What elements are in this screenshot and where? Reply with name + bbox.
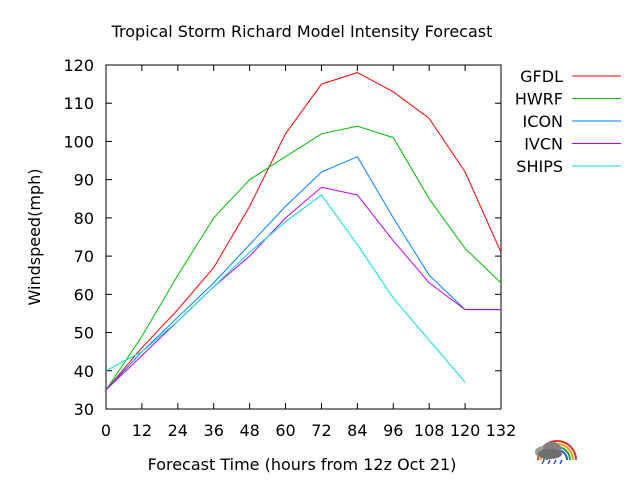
y-tick-label: 40: [74, 362, 94, 381]
y-tick-label: 110: [63, 94, 94, 113]
y-tick-label: 50: [74, 324, 94, 343]
series-line-icon: [105, 156, 501, 391]
x-tick-label: 36: [204, 421, 224, 440]
x-tick-label: 60: [275, 421, 295, 440]
chart-title: Tropical Storm Richard Model Intensity F…: [111, 22, 493, 41]
x-tick-label: 0: [101, 421, 111, 440]
legend-label-hwrf: HWRF: [515, 90, 563, 109]
legend: GFDL HWRF ICON IVCN SHIPS: [515, 67, 621, 176]
x-axis-label: Forecast Time (hours from 12z Oct 21): [148, 455, 457, 474]
x-tick-label: 12: [132, 421, 152, 440]
y-tick-label: 60: [74, 285, 94, 304]
y-axis-label: Windspeed(mph): [25, 169, 44, 306]
x-tick-label: 48: [239, 421, 259, 440]
y-tick-label: 30: [74, 400, 94, 419]
y-tick-label: 80: [74, 209, 94, 228]
x-tick-label: 72: [311, 421, 331, 440]
y-tick-label: 120: [63, 56, 94, 75]
series-line-hwrf: [105, 125, 502, 391]
x-tick-label: 24: [168, 421, 188, 440]
legend-label-ivcn: IVCN: [524, 135, 563, 154]
x-tick-label: 84: [347, 421, 367, 440]
weather-logo-icon: [535, 440, 577, 465]
y-tick-label: 100: [63, 132, 94, 151]
x-tick-label: 120: [450, 421, 481, 440]
series-line-ivcn: [105, 186, 501, 391]
legend-label-icon: ICON: [523, 112, 563, 131]
x-tick-label: 108: [414, 421, 445, 440]
series-lines: [105, 72, 502, 391]
series-line-gfdl: [105, 72, 502, 391]
plot-frame: [105, 64, 502, 410]
y-tick-label: 70: [74, 247, 94, 266]
x-tick-label: 96: [383, 421, 403, 440]
legend-label-ships: SHIPS: [516, 157, 563, 176]
y-tick-label: 90: [74, 171, 94, 190]
legend-label-gfdl: GFDL: [520, 67, 563, 86]
axis-ticks: 0 12 24 36 48 60 72 84 96 108 120 132 30 40 50 60 70 80 90…: [63, 56, 516, 440]
series-line-ships: [105, 194, 466, 383]
x-tick-label: 132: [486, 421, 517, 440]
